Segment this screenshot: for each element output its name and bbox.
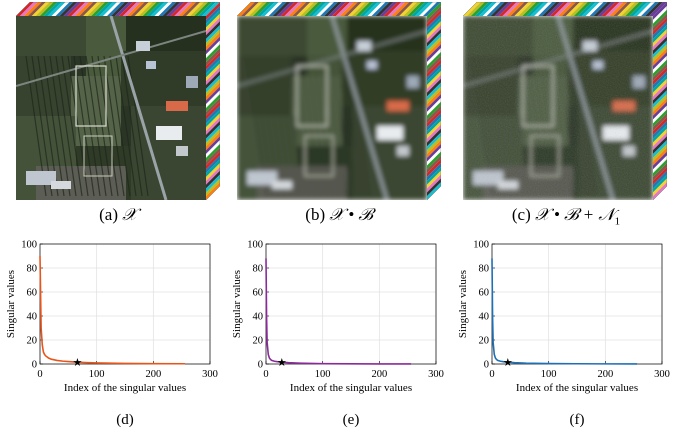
axes-box (265, 243, 437, 365)
caption-e: (e) (342, 412, 360, 428)
chart-svg: 0 20 40 60 80 100 0 100 200 300 ★ Index of the sing… (5, 240, 218, 395)
chart-svg: 0 20 40 60 80 100 0 100 200 300 ★ Index of the sing… (457, 240, 670, 395)
x-tick-label: 200 (371, 369, 387, 380)
caption-c-label: (c) (511, 205, 531, 224)
x-tick-label: 100 (541, 369, 557, 380)
marker-star: ★ (277, 357, 287, 369)
x-tick-label: 300 (428, 369, 444, 380)
caption-a: (a) 𝒳 (3, 205, 233, 225)
x-tick-label: 0 (263, 369, 268, 380)
y-tick-label: 0 (32, 360, 37, 371)
caption-c: (c) 𝒳 • ℬ + 𝒩1 (451, 205, 681, 227)
caption-b-math: 𝒳 • ℬ (329, 205, 373, 224)
y-tick-label: 40 (479, 312, 490, 323)
x-axis-label: Index of the singular values (64, 382, 186, 394)
y-tick-label: 20 (479, 336, 490, 347)
y-tick-label: 20 (27, 336, 38, 347)
y-tick-label: 80 (479, 264, 490, 275)
x-tick-label: 0 (37, 369, 42, 380)
y-tick-label: 0 (484, 360, 489, 371)
hsi-cube-image-sharp (16, 2, 220, 200)
y-axis-label: Singular values (457, 270, 469, 338)
singular-value-plot-d: 0 20 40 60 80 100 0 100 200 300 ★ Index of the sing… (2, 236, 228, 412)
caption-a-label: (a) (99, 205, 118, 224)
x-axis-label: Index of the singular values (516, 382, 638, 394)
caption-f: (f) (569, 412, 585, 428)
y-tick-label: 100 (247, 240, 263, 251)
singular-value-plot-f: 0 20 40 60 80 100 0 100 200 300 ★ Index of the sing… (454, 236, 680, 412)
x-tick-label: 300 (202, 369, 218, 380)
y-tick-label: 40 (27, 312, 38, 323)
singular-value-curve (491, 258, 638, 365)
y-tick-label: 80 (253, 264, 264, 275)
y-axis-label: Singular values (5, 270, 17, 338)
axes-box (491, 243, 663, 365)
caption-b: (b) 𝒳 • ℬ (224, 205, 454, 225)
caption-d: (d) (116, 412, 134, 428)
caption-b-label: (b) (305, 205, 326, 224)
singular-value-plot-e: 0 20 40 60 80 100 0 100 200 300 ★ Index of the sing… (228, 236, 454, 412)
y-tick-label: 100 (21, 240, 37, 251)
y-tick-label: 60 (253, 288, 264, 299)
axes-box (39, 243, 211, 365)
hsi-cube-image-blurred (237, 2, 441, 200)
chart-svg: 0 20 40 60 80 100 0 100 200 300 ★ Index of the sing… (231, 240, 444, 395)
x-tick-label: 200 (145, 369, 161, 380)
hsi-cube-image-blurred-noisy (463, 2, 667, 200)
y-tick-label: 60 (479, 288, 490, 299)
singular-value-curve (265, 258, 412, 365)
marker-star: ★ (503, 357, 513, 369)
caption-c-math: 𝒳 • ℬ + 𝒩 (535, 205, 615, 224)
y-tick-label: 60 (27, 288, 38, 299)
singular-value-curve (39, 255, 186, 365)
caption-c-sub: 1 (614, 215, 621, 228)
x-tick-label: 200 (597, 369, 613, 380)
x-tick-label: 100 (89, 369, 105, 380)
y-tick-label: 20 (253, 336, 264, 347)
y-tick-label: 0 (258, 360, 263, 371)
x-tick-label: 100 (315, 369, 331, 380)
x-tick-label: 0 (489, 369, 494, 380)
marker-star: ★ (72, 357, 82, 369)
x-axis-label: Index of the singular values (290, 382, 412, 394)
y-axis-label: Singular values (231, 270, 243, 338)
y-tick-label: 80 (27, 264, 38, 275)
y-tick-label: 100 (473, 240, 489, 251)
x-tick-label: 300 (654, 369, 670, 380)
y-tick-label: 40 (253, 312, 264, 323)
caption-a-math: 𝒳 (122, 205, 137, 224)
